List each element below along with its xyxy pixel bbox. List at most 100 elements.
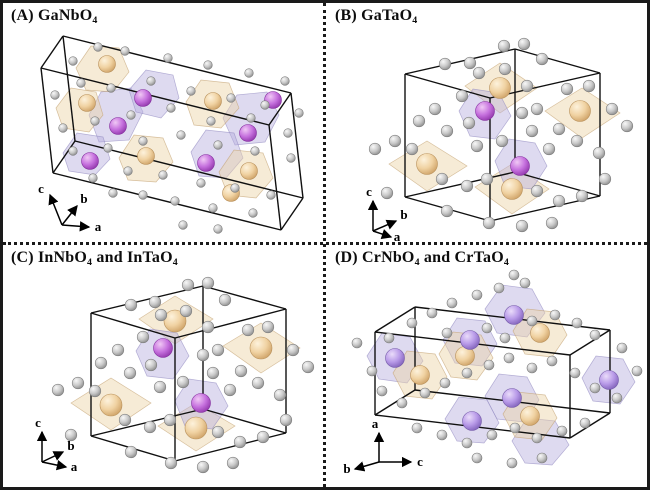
- atom-oxygen: [176, 130, 186, 140]
- atom-oxygen: [472, 66, 486, 80]
- atom-oxygen: [508, 269, 520, 281]
- atom-oxygen: [526, 362, 538, 374]
- atom-oxygen: [126, 110, 136, 120]
- atom-oxygen: [388, 134, 402, 148]
- unit-cell-edge: [52, 140, 76, 174]
- atom-oxygen: [76, 78, 86, 88]
- panel-a-title: (A) GaNbO4: [11, 7, 98, 26]
- panel-b-title: (B) GaTaO4: [335, 7, 417, 26]
- atom-metal-tan: [416, 153, 438, 175]
- atom-oxygen: [446, 297, 458, 309]
- atom-oxygen: [569, 367, 581, 379]
- atom-oxygen: [579, 417, 591, 429]
- atom-metal-violet: [460, 330, 480, 350]
- atom-metal-tan: [569, 100, 591, 122]
- panel-c-title: (C) InNbO4 and InTaO4: [11, 249, 178, 268]
- atom-oxygen: [493, 282, 505, 294]
- atom-oxygen: [571, 317, 583, 329]
- axis-arrow-a: [41, 459, 68, 471]
- atom-oxygen: [376, 385, 388, 397]
- atom-metal-purple: [197, 154, 215, 172]
- atom-oxygen: [213, 224, 223, 234]
- axis-arrow-b: [353, 461, 380, 472]
- atom-oxygen: [498, 62, 512, 76]
- atom-oxygen: [208, 203, 218, 213]
- atom-oxygen: [266, 190, 276, 200]
- atom-metal-purple: [134, 89, 152, 107]
- atom-metal-tan: [163, 309, 187, 333]
- unit-cell-edge: [569, 329, 611, 356]
- atom-oxygen: [283, 128, 293, 138]
- unit-cell-edge: [74, 140, 304, 199]
- unit-cell-edge: [40, 35, 64, 69]
- atom-oxygen: [251, 376, 265, 390]
- atom-oxygen: [94, 356, 108, 370]
- atom-oxygen: [256, 430, 270, 444]
- atom-oxygen: [531, 432, 543, 444]
- unit-cell-edge: [202, 408, 287, 434]
- atom-metal-purple: [81, 152, 99, 170]
- atom-oxygen: [605, 102, 619, 116]
- atom-metal-tan: [184, 416, 208, 440]
- atom-oxygen: [483, 359, 495, 371]
- atom-oxygen: [436, 429, 448, 441]
- unit-cell-edge: [40, 67, 270, 126]
- unit-cell-edge: [90, 312, 176, 339]
- atom-oxygen: [58, 123, 68, 133]
- atom-oxygen: [552, 122, 566, 136]
- crystal-structure-ganbo4: c ba: [38, 35, 304, 234]
- atom-oxygen: [441, 327, 453, 339]
- axis-arrow-b: [61, 204, 78, 226]
- atom-oxygen: [218, 293, 232, 307]
- atom-oxygen: [280, 76, 290, 86]
- atom-oxygen: [88, 384, 102, 398]
- atom-oxygen: [570, 134, 584, 148]
- atom-oxygen: [461, 437, 473, 449]
- atom-oxygen: [598, 172, 612, 186]
- axis-arrow-a: [61, 221, 91, 232]
- atom-oxygen: [481, 322, 493, 334]
- atom-oxygen: [428, 102, 442, 116]
- formula-subscript: 4: [414, 256, 420, 268]
- atom-oxygen: [206, 366, 220, 380]
- atom-oxygen: [163, 413, 177, 427]
- atom-oxygen: [471, 289, 483, 301]
- formula-text: and CrTaO: [419, 249, 504, 266]
- atom-oxygen: [286, 343, 300, 357]
- atom-oxygen: [631, 365, 643, 377]
- atom-oxygen: [241, 323, 255, 337]
- atom-oxygen: [111, 343, 125, 357]
- axis-label-b: b: [400, 207, 407, 222]
- atom-oxygen: [50, 90, 60, 100]
- atom-oxygen: [279, 413, 293, 427]
- unit-cell-edge: [404, 171, 516, 198]
- atom-oxygen: [136, 330, 150, 344]
- atom-oxygen: [499, 332, 511, 344]
- atom-oxygen: [201, 276, 215, 290]
- atom-oxygen: [439, 377, 451, 389]
- atom-oxygen: [368, 142, 382, 156]
- atom-oxygen: [438, 57, 452, 71]
- atom-oxygen: [120, 46, 130, 56]
- atom-metal-tan: [520, 406, 540, 426]
- atom-oxygen: [575, 189, 589, 203]
- atom-oxygen: [286, 153, 296, 163]
- formula-subscript: 4: [92, 14, 98, 26]
- atom-oxygen: [196, 178, 206, 188]
- atom-metal-violet: [599, 370, 619, 390]
- atom-oxygen: [405, 142, 419, 156]
- atom-oxygen: [123, 166, 133, 176]
- atom-oxygen: [68, 56, 78, 66]
- atom-oxygen: [556, 425, 568, 437]
- atom-oxygen: [51, 383, 65, 397]
- atom-oxygen: [211, 425, 225, 439]
- formula-subscript: 4: [172, 256, 178, 268]
- atom-oxygen: [552, 194, 566, 208]
- atom-oxygen: [143, 420, 157, 434]
- atom-oxygen: [301, 360, 315, 374]
- atom-oxygen: [93, 42, 103, 52]
- unit-cell-edge: [374, 306, 416, 333]
- atom-oxygen: [620, 119, 634, 133]
- atom-oxygen: [440, 204, 454, 218]
